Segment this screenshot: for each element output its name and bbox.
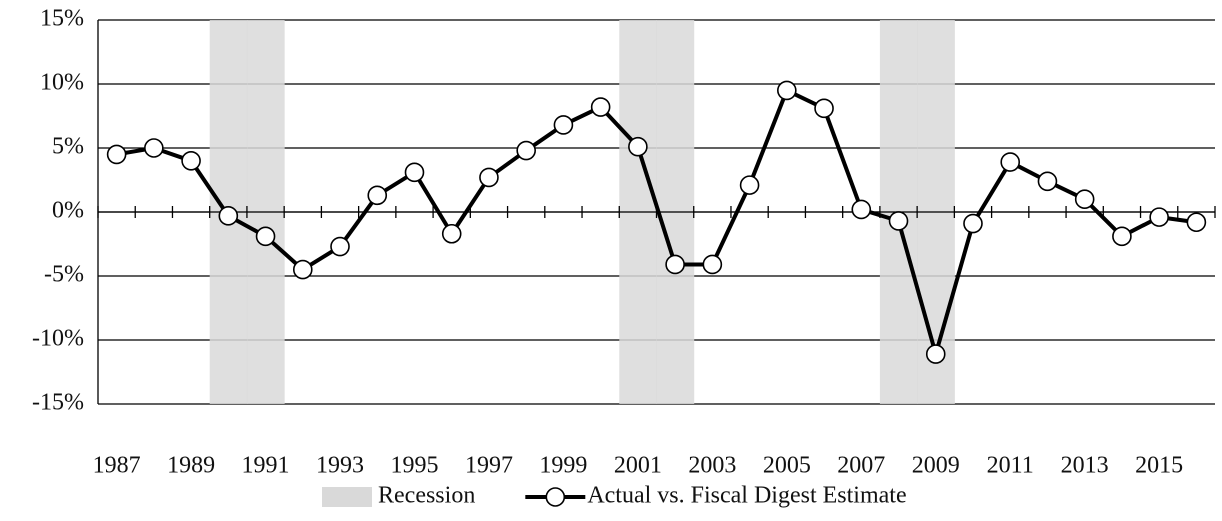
data-point — [181, 151, 201, 171]
x-tick-label: 2007 — [837, 453, 885, 479]
data-point — [814, 98, 834, 119]
y-tick-label: 0% — [52, 198, 84, 224]
data-point — [1186, 212, 1207, 233]
data-point — [144, 138, 164, 158]
data-point — [106, 144, 127, 165]
x-tick-label: 1997 — [465, 453, 513, 479]
data-point — [1112, 226, 1132, 247]
data-point — [255, 226, 276, 247]
legend-label: Recession — [378, 483, 475, 509]
data-point — [404, 162, 425, 183]
y-tick-label: 10% — [40, 70, 84, 96]
x-tick-label: 1989 — [167, 453, 215, 479]
data-point — [367, 185, 388, 206]
x-tick-label: 1995 — [390, 453, 438, 479]
data-point — [590, 97, 611, 117]
x-tick-label: 2003 — [688, 453, 736, 479]
data-point — [1074, 189, 1095, 209]
x-tick-label: 1991 — [242, 453, 290, 479]
data-point — [665, 254, 685, 275]
data-point — [1000, 152, 1021, 172]
y-tick-label: 5% — [52, 134, 84, 160]
x-tick-label: 2001 — [614, 453, 662, 479]
x-tick-label: 2005 — [763, 453, 811, 479]
data-point — [516, 140, 536, 161]
data-point — [1037, 171, 1058, 192]
y-tick-label: -15% — [32, 390, 84, 416]
legend-marker — [545, 487, 566, 507]
data-point — [479, 167, 499, 188]
data-point — [330, 236, 350, 257]
data-point — [441, 223, 462, 244]
x-tick-label: 1993 — [316, 453, 364, 479]
x-tick-label: 2013 — [1061, 453, 1109, 479]
legend-label: Actual vs. Fiscal Digest Estimate — [587, 483, 906, 509]
x-tick-label: 2011 — [987, 453, 1034, 479]
data-point — [888, 211, 909, 231]
data-point — [925, 344, 946, 364]
data-point — [628, 136, 648, 157]
data-point — [777, 80, 797, 101]
y-tick-label: 15% — [40, 6, 84, 32]
x-tick-label: 2015 — [1135, 453, 1183, 479]
data-point — [218, 206, 239, 226]
data-point — [963, 213, 983, 234]
data-point — [292, 259, 313, 280]
x-tick-label: 1987 — [93, 453, 141, 479]
y-tick-label: -10% — [32, 326, 84, 352]
legend-swatch — [322, 487, 372, 507]
data-point — [553, 115, 574, 135]
data-point — [851, 199, 872, 220]
data-point — [702, 254, 723, 275]
y-tick-label: -5% — [44, 262, 84, 288]
x-tick-label: 2009 — [912, 453, 960, 479]
data-point — [1149, 207, 1169, 227]
data-point — [739, 175, 760, 195]
x-tick-label: 1999 — [539, 453, 587, 479]
